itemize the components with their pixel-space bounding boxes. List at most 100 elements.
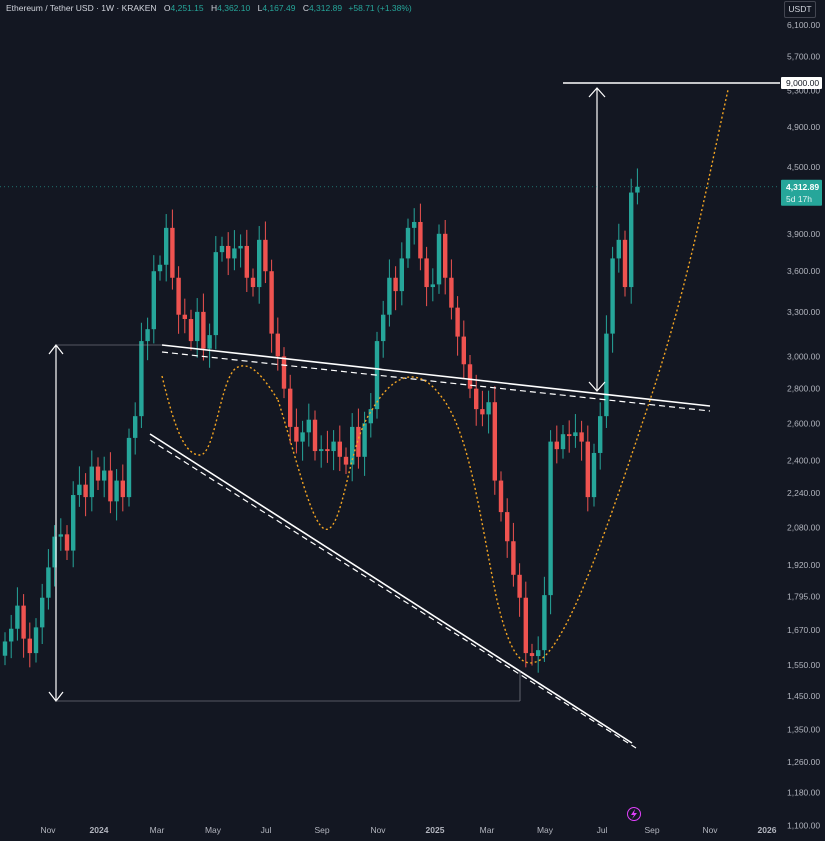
time-tick-label: Nov xyxy=(370,825,386,835)
candle xyxy=(523,581,528,668)
candle xyxy=(492,386,497,495)
currency-button[interactable]: USDT xyxy=(784,1,816,18)
candle xyxy=(170,209,175,290)
candle xyxy=(604,315,609,428)
chart-header: Ethereum / Tether USD · 1W · KRAKEN O4,2… xyxy=(6,3,412,13)
open-label: O xyxy=(163,3,171,13)
price-tick-label: 1,795.00 xyxy=(787,591,820,601)
candle-body xyxy=(46,567,51,598)
price-tick-label: 1,180.00 xyxy=(787,787,820,797)
candle-body xyxy=(269,271,274,334)
candle-body xyxy=(554,441,559,450)
candle-body xyxy=(480,409,485,415)
time-tick-label: Mar xyxy=(150,825,165,835)
candle xyxy=(77,466,82,507)
open-value: 4,251.15 xyxy=(170,3,204,13)
candle xyxy=(629,178,634,304)
lower-trendline xyxy=(149,433,633,744)
candle-body xyxy=(232,248,237,259)
candle xyxy=(2,632,8,666)
candle xyxy=(579,420,584,461)
candle xyxy=(362,411,367,476)
candle-body xyxy=(188,319,194,342)
candle xyxy=(294,408,299,454)
candle-body xyxy=(95,466,101,481)
candle-body xyxy=(343,456,349,465)
time-tick-label: Nov xyxy=(40,825,56,835)
candle xyxy=(126,428,132,507)
candle-body xyxy=(418,221,423,259)
candle xyxy=(536,636,541,673)
candle xyxy=(250,268,256,297)
price-tick-label: 4,900.00 xyxy=(787,122,820,132)
candle-body xyxy=(182,314,187,320)
candle xyxy=(288,374,293,444)
candle xyxy=(598,402,603,470)
price-tick-label: 1,550.00 xyxy=(787,660,820,670)
candle-body xyxy=(312,419,318,452)
price-tick-label: 2,600.00 xyxy=(787,418,820,428)
candle xyxy=(443,219,448,295)
candle xyxy=(89,450,94,512)
candle-body xyxy=(40,597,45,628)
candle-body xyxy=(548,441,553,596)
candle-body xyxy=(102,470,107,481)
time-axis: Nov 2024 Mar May Jul Sep Nov 2025 Mar May Jul Sep No… xyxy=(40,807,777,835)
candle xyxy=(560,424,566,459)
price-tick-label: 1,920.00 xyxy=(787,560,820,570)
price-tick-label: 3,600.00 xyxy=(787,266,820,276)
candle xyxy=(219,236,225,262)
candle xyxy=(71,481,76,568)
candle xyxy=(505,498,510,558)
candle xyxy=(393,266,398,311)
time-tick-label: Jul xyxy=(261,825,272,835)
candle-body xyxy=(505,512,510,542)
candle xyxy=(616,223,621,273)
candle xyxy=(232,230,237,271)
time-tick-label: May xyxy=(205,825,222,835)
price-tick-label: 3,300.00 xyxy=(787,307,820,317)
candle-body xyxy=(207,335,212,349)
candle xyxy=(461,320,466,379)
candle-body xyxy=(591,452,597,498)
candle xyxy=(381,300,386,358)
bolt-icon xyxy=(627,807,641,821)
price-tick-label: 2,080.00 xyxy=(787,523,820,533)
candle xyxy=(368,393,373,438)
candle xyxy=(567,420,572,453)
candle xyxy=(480,390,485,427)
candle-body xyxy=(536,650,541,657)
candle-body xyxy=(492,402,497,481)
time-tick-label: Sep xyxy=(644,825,659,835)
candle-body xyxy=(529,653,535,657)
candle-body xyxy=(622,239,628,288)
candle-body xyxy=(133,416,138,438)
candle-body xyxy=(139,341,144,417)
candle-body xyxy=(71,495,76,551)
candle xyxy=(319,435,324,468)
upper-trendline xyxy=(161,344,711,407)
candle-body xyxy=(474,388,479,410)
bolt-icon-glyph xyxy=(631,809,637,819)
time-tick-label: Mar xyxy=(480,825,495,835)
candle xyxy=(114,469,119,521)
low-value: 4,167.49 xyxy=(262,3,296,13)
candle xyxy=(213,236,218,350)
candle xyxy=(226,232,231,276)
candle-body xyxy=(424,258,429,288)
price-label: 4,312.89 xyxy=(786,182,819,192)
price-tick-label: 1,260.00 xyxy=(787,757,820,767)
candle-body xyxy=(449,277,454,308)
candle xyxy=(548,430,553,615)
candle-body xyxy=(511,541,516,575)
candle-body xyxy=(21,605,26,639)
candle xyxy=(269,259,274,353)
price-tick-label: 5,300.00 xyxy=(787,85,820,95)
candle-body xyxy=(2,641,8,656)
candle-body xyxy=(64,534,70,551)
candle xyxy=(573,414,578,448)
time-tick-label: Nov xyxy=(702,825,718,835)
candle-body xyxy=(412,221,417,228)
candle xyxy=(151,255,156,344)
